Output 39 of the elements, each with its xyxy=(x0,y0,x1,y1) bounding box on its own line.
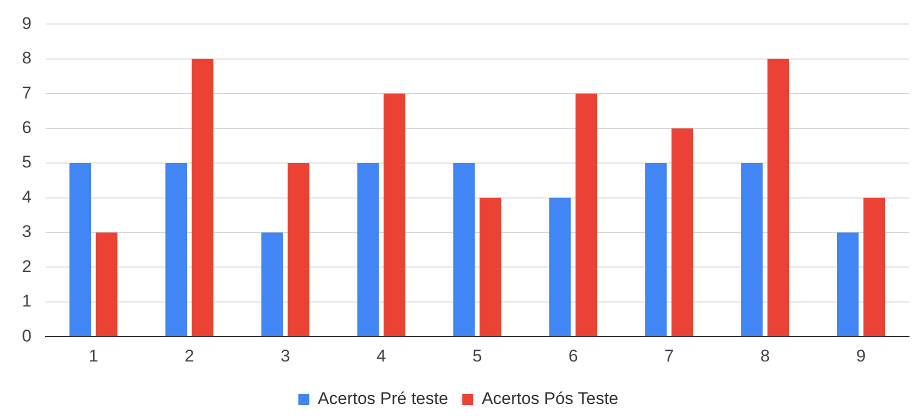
x-tick-label: 3 xyxy=(280,346,290,366)
y-tick-label: 9 xyxy=(22,14,32,33)
y-tick-label: 7 xyxy=(22,83,32,102)
bar xyxy=(741,163,763,336)
x-tick-label: 7 xyxy=(664,346,674,366)
bar xyxy=(645,163,667,336)
y-tick-label: 1 xyxy=(22,292,32,311)
x-tick-label: 1 xyxy=(88,346,98,366)
y-tick-label: 4 xyxy=(22,187,32,206)
bar xyxy=(165,163,188,336)
x-tick-label: 6 xyxy=(568,346,578,366)
bar xyxy=(576,94,598,336)
y-tick-label: 5 xyxy=(22,152,32,172)
bar xyxy=(192,58,214,336)
y-tick-label: 2 xyxy=(22,256,32,276)
bar xyxy=(480,198,502,336)
bar xyxy=(837,232,859,336)
x-tick-label: 4 xyxy=(376,346,386,366)
bar xyxy=(384,94,406,336)
x-tick-label: 2 xyxy=(184,346,194,366)
bar xyxy=(549,198,571,336)
y-tick-label: 0 xyxy=(22,326,32,346)
bar xyxy=(672,128,694,336)
bar xyxy=(261,232,283,336)
y-tick-label: 8 xyxy=(22,48,32,68)
y-tick-label: 3 xyxy=(22,222,32,242)
bar xyxy=(863,198,886,336)
bar xyxy=(453,163,475,336)
bar xyxy=(96,232,118,336)
bar xyxy=(767,58,790,336)
legend-label: Acertos Pós Teste xyxy=(482,389,618,408)
bar xyxy=(69,163,92,336)
legend-label: Acertos Pré teste xyxy=(318,389,448,408)
y-tick-label: 6 xyxy=(22,118,32,138)
x-tick-label: 8 xyxy=(760,346,770,366)
bar xyxy=(357,163,379,336)
x-tick-label: 5 xyxy=(472,346,482,366)
bar xyxy=(288,163,310,336)
x-tick-label: 9 xyxy=(856,346,866,366)
